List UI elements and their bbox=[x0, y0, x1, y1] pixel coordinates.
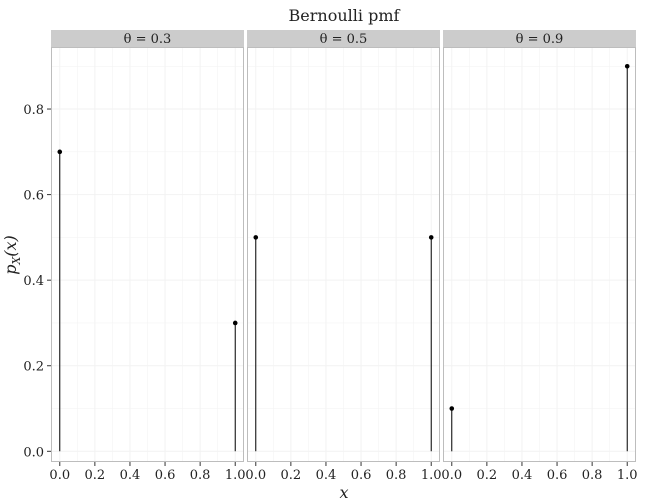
x-tick-label: 0.8 bbox=[582, 468, 603, 483]
panel-border bbox=[247, 47, 440, 462]
panel-border bbox=[51, 47, 244, 462]
y-tick-label: 0.4 bbox=[23, 274, 44, 289]
panel-1: θ = 0.3 0.0 0.2 0.4 0.6 0.8 1.0 bbox=[49, 30, 246, 483]
facet-strip bbox=[51, 30, 244, 47]
x-tick-label: 0.0 bbox=[49, 468, 70, 483]
panels: θ = 0.3 0.0 0.2 0.4 0.6 0.8 1.0 θ = 0.5 0.0 0.2 0.… bbox=[49, 30, 638, 483]
x-axis-title-text: x bbox=[339, 483, 348, 502]
panel-3: θ = 0.9 0.0 0.2 0.4 0.6 0.8 1.0 bbox=[441, 30, 638, 483]
x-tick-label: 0.4 bbox=[512, 468, 533, 483]
x-tick-label: 0.6 bbox=[547, 468, 568, 483]
x-tick-label: 1.0 bbox=[421, 468, 442, 483]
x-tick-label: 0.2 bbox=[281, 468, 302, 483]
y-tick-label: 0.6 bbox=[23, 189, 44, 204]
y-axis: 0.0 0.2 0.4 0.6 0.8 bbox=[23, 103, 51, 460]
x-tick-label: 0.6 bbox=[351, 468, 372, 483]
data-point bbox=[449, 406, 455, 411]
panel-border bbox=[443, 47, 636, 462]
facet-label: θ = 0.5 bbox=[320, 32, 368, 47]
x-tick-label: 0.4 bbox=[316, 468, 337, 483]
x-tick-label: 0.2 bbox=[85, 468, 106, 483]
y-tick-label: 0.8 bbox=[23, 103, 44, 118]
x-tick-label: 0.2 bbox=[477, 468, 498, 483]
x-tick-label: 0.6 bbox=[155, 468, 176, 483]
panel-2: θ = 0.5 0.0 0.2 0.4 0.6 0.8 1.0 bbox=[245, 30, 442, 483]
data-point bbox=[253, 235, 259, 240]
x-axis-title: x bbox=[339, 483, 348, 502]
x-tick-label: 1.0 bbox=[225, 468, 246, 483]
y-axis-title-text: pX(x) bbox=[1, 235, 23, 275]
x-tick-label: 0.0 bbox=[441, 468, 462, 483]
facet-strip bbox=[247, 30, 440, 47]
y-axis-title: pX(x) bbox=[1, 235, 23, 275]
data-point bbox=[428, 235, 434, 240]
y-tick-label: 0.2 bbox=[23, 360, 44, 375]
x-tick-label: 0.4 bbox=[120, 468, 141, 483]
chart-title: Bernoulli pmf bbox=[289, 6, 401, 25]
facet-label: θ = 0.9 bbox=[516, 32, 564, 47]
data-point bbox=[232, 320, 238, 326]
x-tick-label: 1.0 bbox=[617, 468, 638, 483]
data-point bbox=[57, 149, 63, 155]
y-tick-label: 0.0 bbox=[23, 445, 44, 460]
facet-label: θ = 0.3 bbox=[124, 32, 172, 47]
data-point bbox=[624, 63, 630, 69]
facet-strip bbox=[443, 30, 636, 47]
x-tick-label: 0.8 bbox=[386, 468, 407, 483]
x-tick-label: 0.0 bbox=[245, 468, 266, 483]
x-tick-label: 0.8 bbox=[190, 468, 211, 483]
